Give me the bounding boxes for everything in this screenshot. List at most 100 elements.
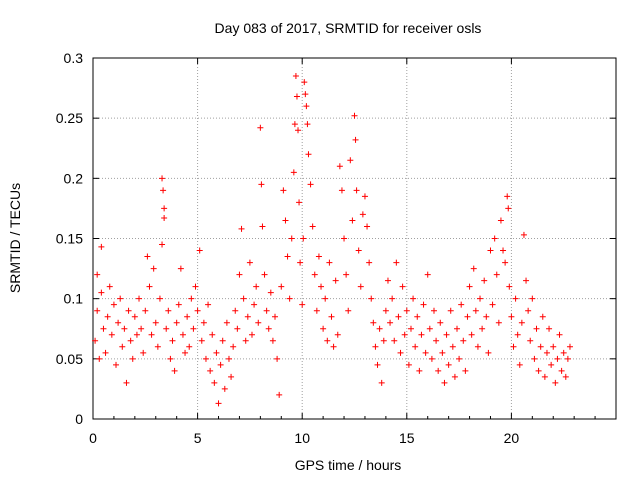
data-point bbox=[458, 301, 465, 308]
data-point bbox=[520, 231, 527, 238]
data-point bbox=[505, 205, 512, 212]
data-point bbox=[297, 259, 304, 266]
data-point bbox=[228, 373, 235, 380]
y-tick-label: 0.15 bbox=[56, 231, 83, 247]
data-point bbox=[188, 295, 195, 302]
data-point bbox=[470, 265, 477, 272]
data-point bbox=[556, 331, 563, 338]
data-point bbox=[491, 235, 498, 242]
data-point bbox=[113, 361, 120, 368]
data-point bbox=[562, 373, 569, 380]
data-point bbox=[332, 277, 339, 284]
data-point bbox=[560, 349, 567, 356]
data-point bbox=[497, 217, 504, 224]
y-tick-label: 0 bbox=[75, 411, 83, 427]
data-point bbox=[447, 307, 454, 314]
data-point bbox=[160, 187, 167, 194]
data-point bbox=[98, 243, 105, 250]
data-point bbox=[152, 319, 159, 326]
data-point bbox=[485, 349, 492, 356]
data-point bbox=[334, 331, 341, 338]
data-point bbox=[361, 193, 368, 200]
data-point bbox=[182, 349, 189, 356]
data-point bbox=[293, 93, 300, 100]
x-axis-label: GPS time / hours bbox=[295, 457, 402, 473]
data-point bbox=[437, 319, 444, 326]
data-point bbox=[414, 313, 421, 320]
data-point bbox=[443, 331, 450, 338]
data-point bbox=[372, 343, 379, 350]
data-point bbox=[543, 349, 550, 356]
data-point bbox=[92, 337, 99, 344]
data-point bbox=[248, 331, 255, 338]
data-point bbox=[550, 343, 557, 350]
data-point bbox=[441, 379, 448, 386]
data-point bbox=[179, 331, 186, 338]
data-point bbox=[207, 367, 214, 374]
data-point bbox=[146, 283, 153, 290]
data-point bbox=[564, 355, 571, 362]
data-point bbox=[527, 337, 534, 344]
data-point bbox=[302, 91, 309, 98]
data-point bbox=[307, 181, 314, 188]
data-point bbox=[451, 373, 458, 380]
data-point bbox=[125, 307, 132, 314]
data-point bbox=[278, 283, 285, 290]
data-point bbox=[370, 319, 377, 326]
data-point bbox=[121, 325, 128, 332]
data-point bbox=[462, 367, 469, 374]
data-point bbox=[251, 301, 258, 308]
data-point bbox=[338, 187, 345, 194]
data-point bbox=[529, 295, 536, 302]
data-point bbox=[202, 355, 209, 362]
data-point bbox=[326, 259, 333, 266]
data-point bbox=[464, 313, 471, 320]
data-point bbox=[225, 355, 232, 362]
data-point bbox=[351, 112, 358, 119]
y-tick-label: 0.25 bbox=[56, 110, 83, 126]
data-point bbox=[493, 271, 500, 278]
data-point bbox=[324, 337, 331, 344]
data-point bbox=[548, 361, 555, 368]
data-point bbox=[531, 355, 538, 362]
data-point bbox=[311, 271, 318, 278]
data-point bbox=[305, 151, 312, 158]
data-point bbox=[196, 247, 203, 254]
data-point bbox=[393, 259, 400, 266]
data-point bbox=[460, 337, 467, 344]
data-point bbox=[516, 361, 523, 368]
data-point bbox=[290, 169, 297, 176]
data-point bbox=[355, 247, 362, 254]
data-point bbox=[353, 187, 360, 194]
data-point bbox=[292, 73, 299, 80]
data-point bbox=[110, 301, 117, 308]
data-point bbox=[246, 259, 253, 266]
x-tick-label: 5 bbox=[194, 430, 202, 446]
data-point bbox=[94, 271, 101, 278]
data-point bbox=[140, 349, 147, 356]
data-point bbox=[296, 199, 303, 206]
chart-title: Day 083 of 2017, SRMTID for receiver osl… bbox=[215, 20, 482, 36]
data-point bbox=[129, 355, 136, 362]
data-point bbox=[291, 121, 298, 128]
data-point bbox=[424, 271, 431, 278]
data-point bbox=[159, 241, 166, 248]
data-point bbox=[397, 349, 404, 356]
data-point bbox=[374, 361, 381, 368]
data-point bbox=[213, 349, 220, 356]
data-point bbox=[416, 367, 423, 374]
data-point bbox=[173, 319, 180, 326]
data-point bbox=[255, 319, 262, 326]
data-point bbox=[244, 313, 251, 320]
data-point bbox=[104, 313, 111, 320]
data-point bbox=[500, 247, 507, 254]
data-point bbox=[395, 313, 402, 320]
data-point bbox=[142, 307, 149, 314]
data-point bbox=[94, 307, 101, 314]
data-point bbox=[300, 235, 307, 242]
data-point bbox=[537, 343, 544, 350]
data-point bbox=[487, 247, 494, 254]
data-point bbox=[341, 235, 348, 242]
data-point bbox=[566, 343, 573, 350]
data-point bbox=[299, 301, 306, 308]
